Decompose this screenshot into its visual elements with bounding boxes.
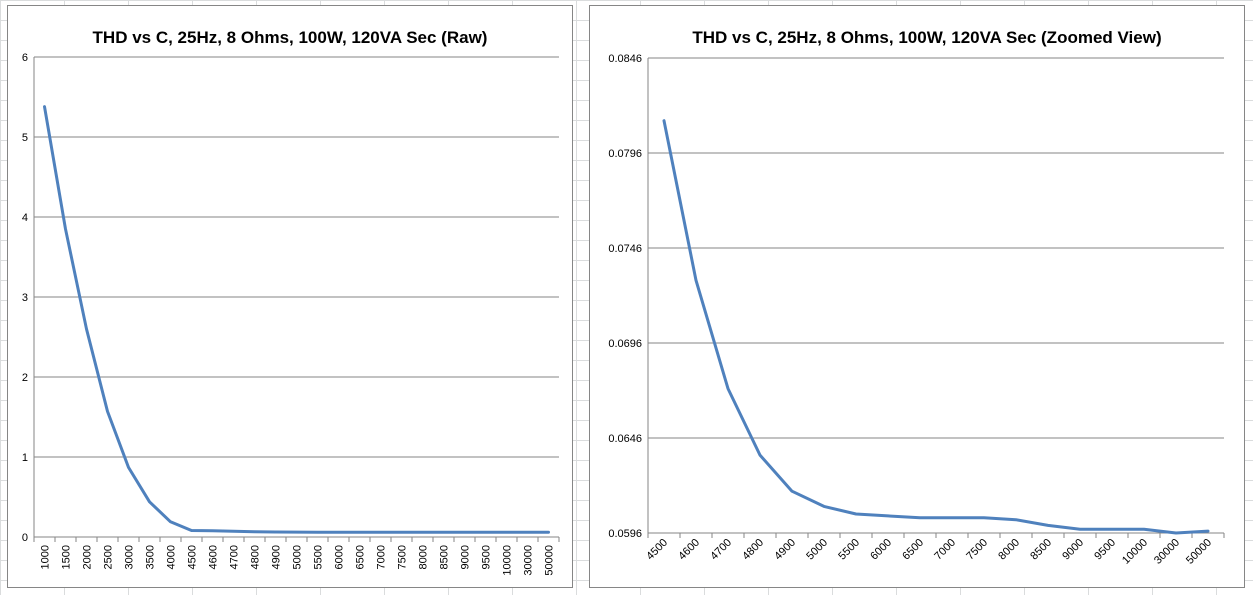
chart-zoomed-svg: THD vs C, 25Hz, 8 Ohms, 100W, 120VA Sec … [608,28,1225,567]
x-tick-label: 4000 [166,545,178,569]
y-tick-label: 0.0796 [608,148,642,160]
x-tick-label: 8000 [418,545,430,569]
y-tick-label: 0.0596 [608,528,642,540]
x-tick-label: 4800 [740,537,766,563]
x-tick-label: 2500 [103,545,115,569]
x-tick-label: 4700 [708,537,734,563]
x-tick-label: 4500 [187,545,199,569]
x-tick-label: 6500 [355,545,367,569]
series-line [662,119,1210,535]
x-tick-label: 5500 [836,537,862,563]
x-tick-label: 50000 [544,545,556,576]
chart-title: THD vs C, 25Hz, 8 Ohms, 100W, 120VA Sec … [692,28,1161,47]
y-tick-label: 5 [22,132,28,144]
x-tick-label: 50000 [1184,537,1214,567]
x-tick-label: 30000 [523,545,535,576]
x-tick-label: 4600 [208,545,220,569]
chart-raw: THD vs C, 25Hz, 8 Ohms, 100W, 120VA Sec … [7,5,573,588]
x-tick-label: 8000 [996,537,1022,563]
x-tick-label: 3500 [145,545,157,569]
x-tick-label: 7500 [964,537,990,563]
x-tick-label: 9500 [1092,537,1118,563]
x-tick-label: 4900 [271,545,283,569]
x-tick-label: 10000 [1120,537,1150,567]
x-tick-label: 3000 [124,545,136,569]
x-tick-label: 5500 [313,545,325,569]
x-tick-label: 6000 [868,537,894,563]
x-tick-label: 7000 [932,537,958,563]
y-tick-label: 6 [22,52,28,64]
x-tick-label: 8500 [1028,537,1054,563]
y-tick-label: 0.0746 [608,243,642,255]
x-tick-label: 9000 [1060,537,1086,563]
x-tick-label: 2000 [82,545,94,569]
x-tick-label: 4900 [772,537,798,563]
x-tick-label: 6000 [334,545,346,569]
y-tick-label: 4 [22,212,28,224]
x-tick-label: 1500 [61,545,73,569]
y-tick-label: 3 [22,292,28,304]
y-tick-label: 0 [22,532,28,544]
x-tick-label: 30000 [1152,537,1182,567]
chart-title: THD vs C, 25Hz, 8 Ohms, 100W, 120VA Sec … [93,28,488,47]
chart-raw-svg: THD vs C, 25Hz, 8 Ohms, 100W, 120VA Sec … [22,28,560,576]
x-tick-label: 9500 [481,545,493,569]
x-tick-label: 8500 [439,545,451,569]
x-tick-label: 10000 [502,545,514,576]
x-tick-label: 5000 [292,545,304,569]
y-tick-label: 0.0696 [608,338,642,350]
x-tick-label: 6500 [900,537,926,563]
chart-zoomed: THD vs C, 25Hz, 8 Ohms, 100W, 120VA Sec … [589,5,1245,588]
x-tick-label: 9000 [460,545,472,569]
x-tick-label: 4800 [250,545,262,569]
series-line [43,105,550,534]
x-tick-label: 5000 [804,537,830,563]
x-tick-label: 1000 [40,545,52,569]
y-tick-label: 0.0646 [608,433,642,445]
y-tick-label: 0.0846 [608,53,642,65]
x-tick-label: 4500 [644,537,670,563]
y-tick-label: 1 [22,452,28,464]
x-tick-label: 4600 [676,537,702,563]
x-tick-label: 7000 [376,545,388,569]
x-tick-label: 4700 [229,545,241,569]
x-tick-label: 7500 [397,545,409,569]
y-tick-label: 2 [22,372,28,384]
